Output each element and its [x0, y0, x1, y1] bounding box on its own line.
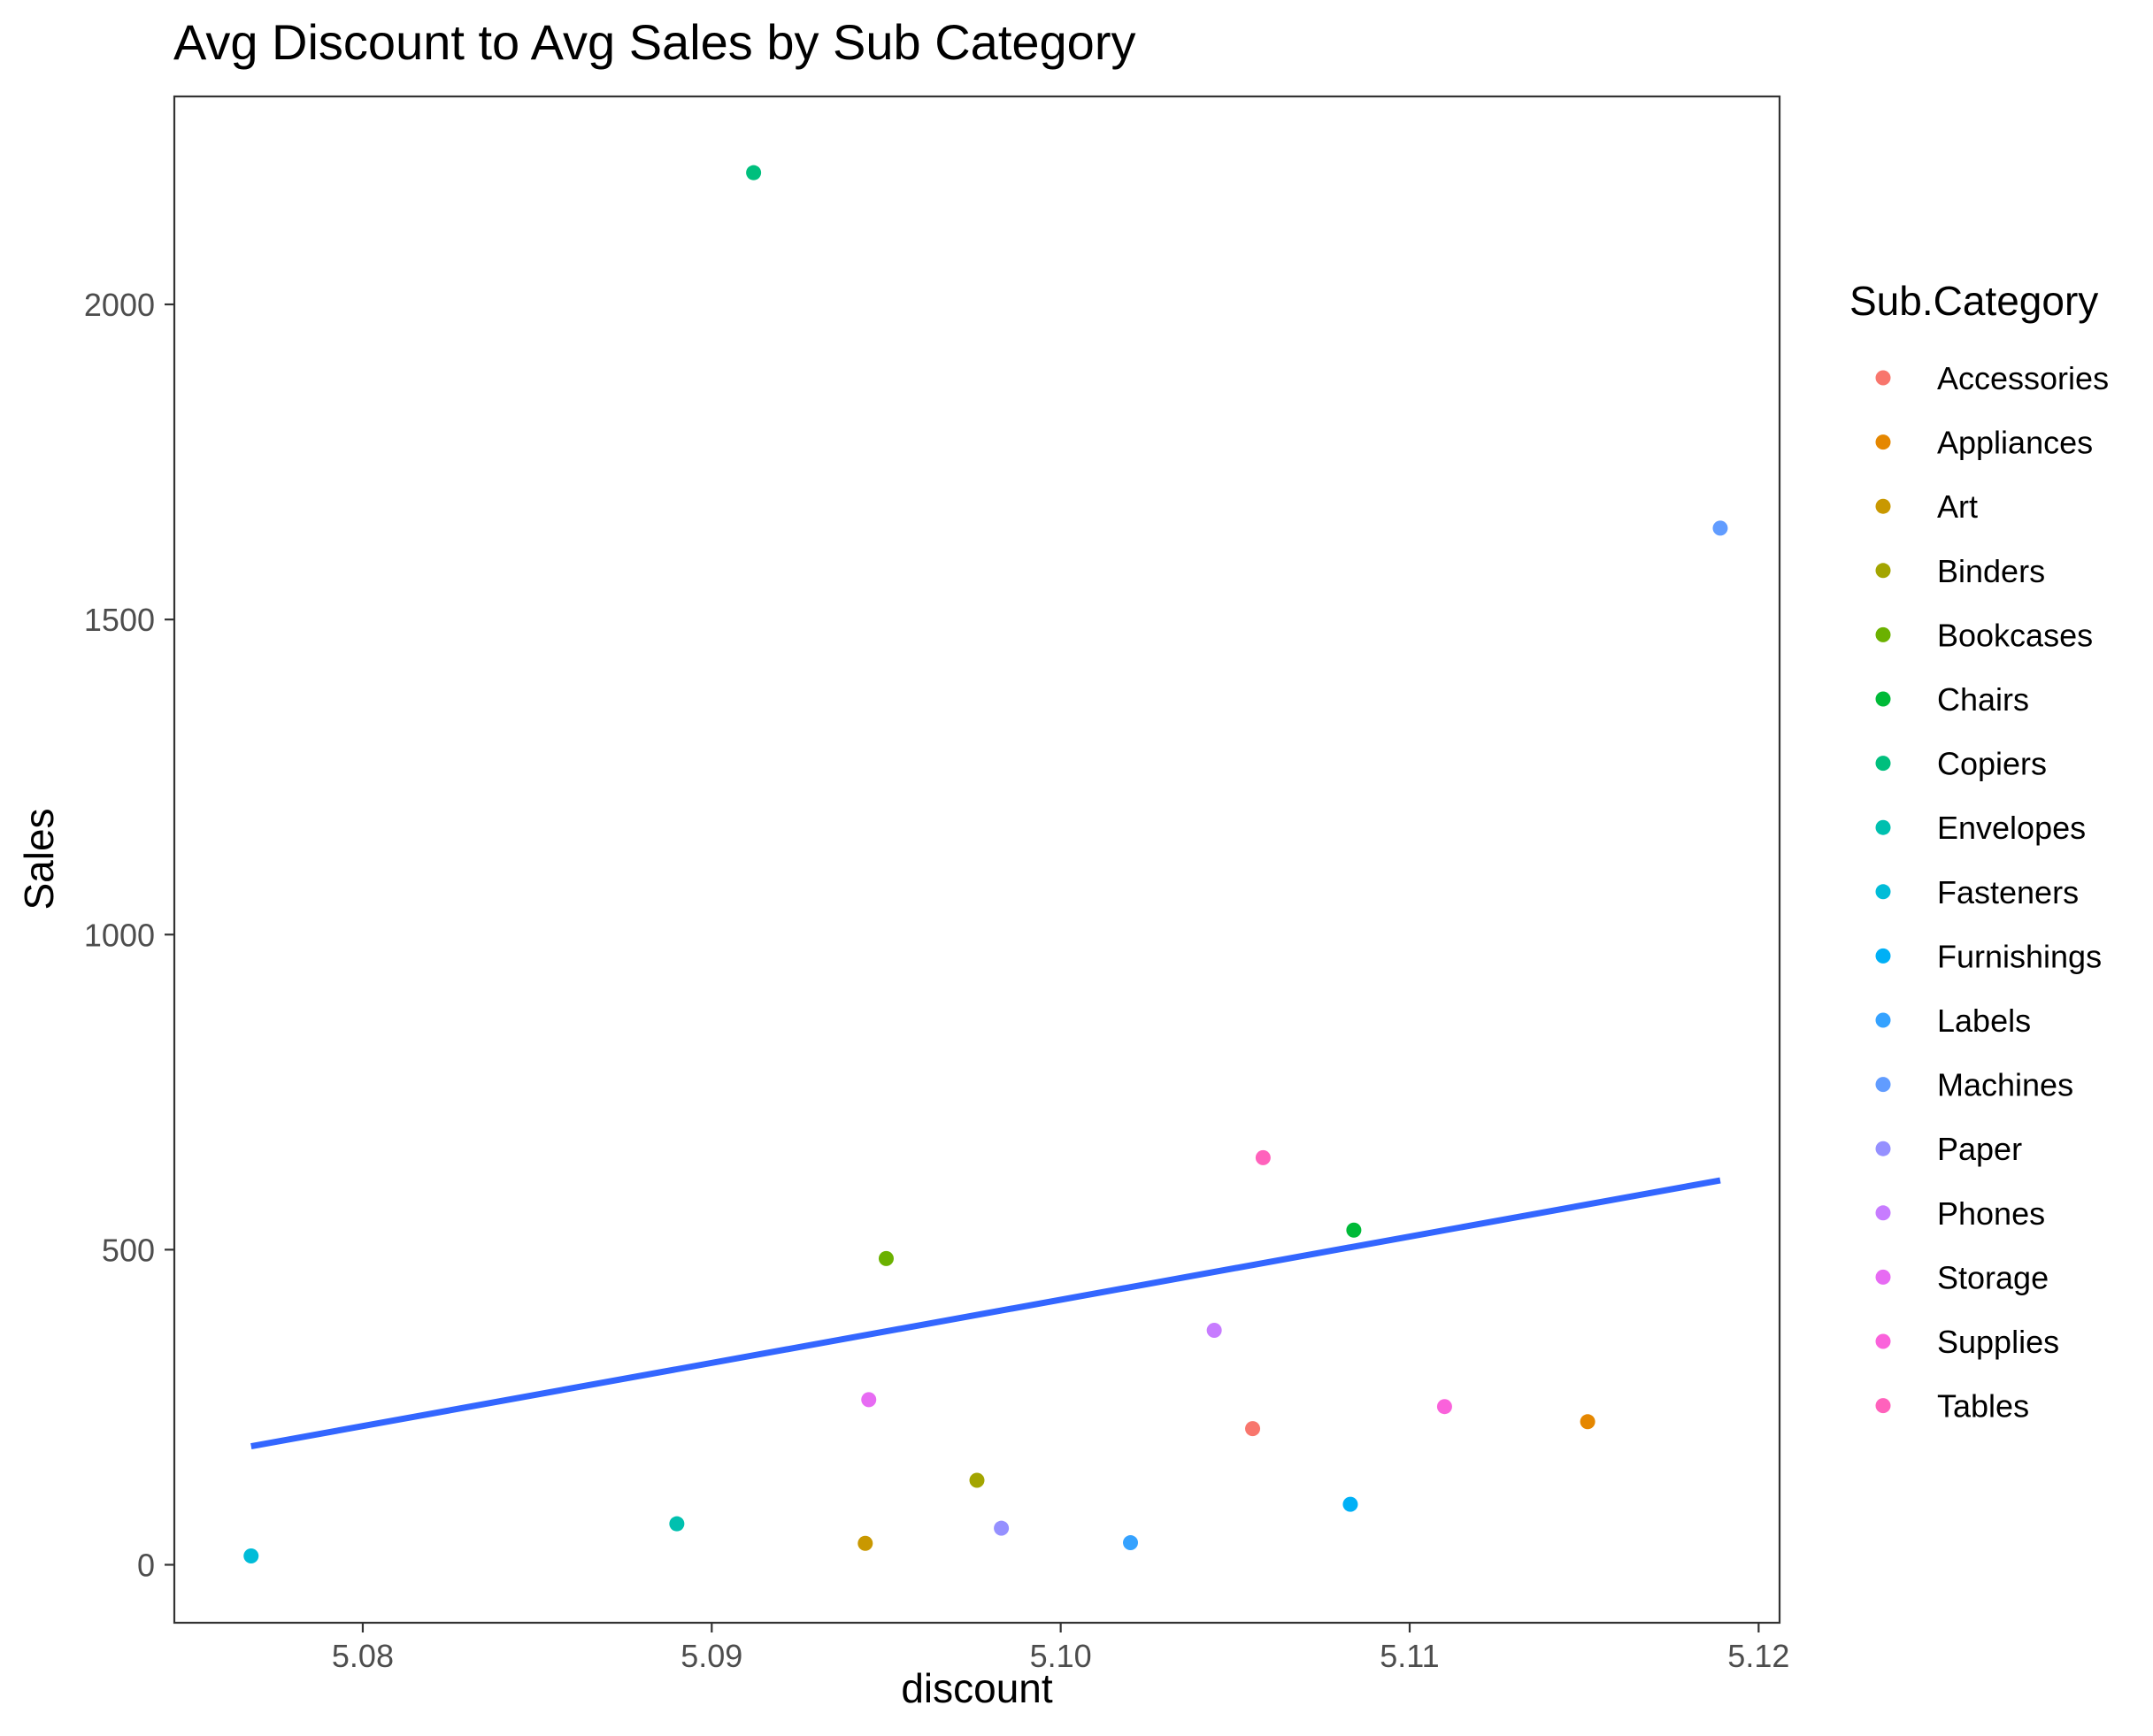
point-fasteners: [243, 1548, 259, 1564]
chart-title: Avg Discount to Avg Sales by Sub Categor…: [173, 14, 1135, 70]
legend-key-envelopes: [1875, 819, 1891, 835]
legend-label-supplies: Supplies: [1937, 1324, 2059, 1360]
legend-label-envelopes: Envelopes: [1937, 810, 2086, 846]
x-tick-label: 5.11: [1380, 1638, 1439, 1674]
legend-key-appliances: [1875, 434, 1891, 450]
legend-key-accessories: [1875, 370, 1891, 386]
point-art: [857, 1535, 873, 1551]
point-labels: [1123, 1535, 1139, 1551]
legend-key-tables: [1875, 1398, 1891, 1414]
legend-key-supplies: [1875, 1333, 1891, 1349]
legend-key-fasteners: [1875, 884, 1891, 900]
legend: Sub.Category Accessories Appliances Art Bin…: [1849, 278, 2109, 1425]
y-tick-label: 500: [102, 1232, 155, 1268]
legend-label-binders: Binders: [1937, 553, 2045, 589]
legend-label-paper: Paper: [1937, 1131, 2022, 1167]
legend-label-appliances: Appliances: [1937, 425, 2093, 461]
point-bookcases: [878, 1250, 894, 1266]
legend-key-labels: [1875, 1012, 1891, 1028]
legend-key-furnishings: [1875, 948, 1891, 964]
legend-key-binders: [1875, 563, 1891, 579]
legend-key-paper: [1875, 1141, 1891, 1156]
point-storage: [861, 1392, 877, 1408]
y-axis: 0 500 1000 1500 2000: [84, 287, 174, 1583]
point-copiers: [746, 165, 762, 181]
point-tables: [1255, 1149, 1271, 1165]
y-tick-label: 1500: [84, 602, 155, 638]
legend-label-chairs: Chairs: [1937, 681, 2029, 718]
legend-label-copiers: Copiers: [1937, 746, 2047, 782]
point-appliances: [1580, 1414, 1596, 1430]
legend-key-storage: [1875, 1269, 1891, 1285]
legend-label-furnishings: Furnishings: [1937, 938, 2102, 974]
x-axis-title: discount: [901, 1665, 1053, 1711]
x-axis: 5.08 5.09 5.10 5.11 5.12: [332, 1623, 1789, 1674]
legend-label-art: Art: [1937, 488, 1978, 525]
legend-label-labels: Labels: [1937, 1002, 2031, 1039]
legend-label-storage: Storage: [1937, 1259, 2049, 1295]
x-tick-label: 5.12: [1727, 1638, 1789, 1674]
point-envelopes: [669, 1516, 685, 1532]
x-tick-label: 5.09: [681, 1638, 742, 1674]
point-accessories: [1245, 1421, 1261, 1437]
legend-key-phones: [1875, 1205, 1891, 1221]
legend-label-phones: Phones: [1937, 1195, 2045, 1232]
y-tick-label: 2000: [84, 287, 155, 323]
legend-title: Sub.Category: [1849, 278, 2098, 324]
y-tick-label: 1000: [84, 917, 155, 953]
legend-key-art: [1875, 498, 1891, 514]
point-machines: [1712, 520, 1728, 536]
point-furnishings: [1342, 1496, 1358, 1512]
legend-key-copiers: [1875, 756, 1891, 772]
y-axis-title: Sales: [16, 808, 62, 910]
data-points: [243, 165, 1728, 1564]
legend-label-bookcases: Bookcases: [1937, 617, 2093, 653]
y-tick-label: 0: [137, 1547, 155, 1583]
point-binders: [969, 1472, 985, 1488]
point-chairs: [1346, 1222, 1362, 1238]
point-paper: [994, 1520, 1010, 1536]
legend-label-machines: Machines: [1937, 1067, 2073, 1103]
legend-label-tables: Tables: [1937, 1388, 2029, 1425]
legend-key-machines: [1875, 1077, 1891, 1093]
legend-label-fasteners: Fasteners: [1937, 874, 2079, 910]
point-supplies: [1436, 1399, 1452, 1415]
legend-label-accessories: Accessories: [1937, 360, 2109, 396]
legend-key-bookcases: [1875, 626, 1891, 642]
x-tick-label: 5.08: [332, 1638, 394, 1674]
plot-panel: [173, 95, 1781, 1625]
x-tick-label: 5.10: [1030, 1638, 1092, 1674]
point-phones: [1206, 1323, 1222, 1339]
trend-line-group: [250, 1177, 1721, 1450]
legend-key-chairs: [1875, 691, 1891, 707]
trend-line: [250, 1177, 1721, 1450]
